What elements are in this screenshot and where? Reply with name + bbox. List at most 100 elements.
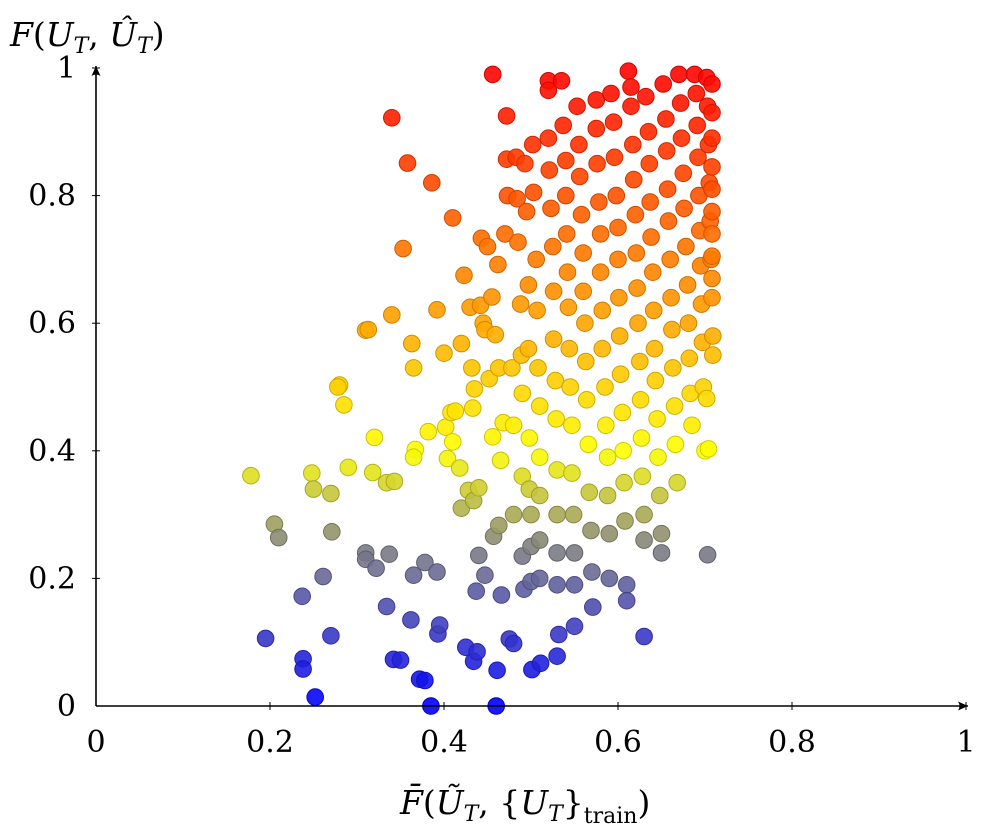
data-point [687,84,706,103]
data-point [455,266,473,285]
data-point [377,597,396,616]
data-point [446,402,465,421]
data-point [677,237,695,256]
x-tick-label: 0.6 [594,725,642,760]
data-point [520,429,539,447]
data-point [626,205,645,224]
y-tick-label: 0.2 [28,561,76,596]
data-point [646,371,665,390]
data-point [416,671,434,690]
data-point [587,91,606,109]
data-point [547,410,566,428]
data-point [496,225,514,243]
data-point [570,135,588,154]
data-point [367,559,385,578]
data-point [615,473,633,492]
data-point [590,193,608,211]
data-point [559,298,578,317]
data-point [703,129,721,147]
data-point [658,180,677,198]
x-tick-label: 0 [86,725,105,760]
data-point [436,418,455,437]
data-point [602,84,620,103]
data-point [554,116,573,135]
data-point [703,288,721,307]
data-point [550,625,568,644]
data-point [622,97,640,116]
data-point [523,135,542,154]
data-point [703,269,721,288]
x-tick-label: 0.2 [246,725,294,760]
data-point [529,359,547,377]
data-point [622,78,640,96]
data-point [486,325,505,344]
data-point [540,161,559,179]
data-point [661,250,680,269]
data-point [335,396,353,414]
data-point [256,629,275,648]
data-point [703,247,721,266]
data-point [580,483,599,502]
data-point [617,576,636,594]
y-tick-label: 0.4 [28,434,76,469]
data-point [663,320,681,339]
data-point [558,263,577,282]
data-point [679,314,698,333]
data-point [314,567,332,586]
data-point [645,339,664,358]
data-point [508,190,526,208]
data-point [490,516,508,535]
data-point [563,464,581,482]
data-point [674,164,693,183]
data-point [651,486,669,505]
data-point [572,205,591,224]
data-point [631,391,650,409]
data-point [672,129,691,147]
data-point [294,660,312,678]
data-point [600,524,619,543]
data-point [470,546,488,565]
data-point [303,464,321,482]
data-point [703,225,721,243]
data-point [624,135,642,154]
data-point [619,62,638,80]
data-point [577,352,595,371]
data-point [530,397,549,415]
data-point [652,544,671,562]
data-point [548,544,566,562]
data-point [598,448,617,467]
data-point [683,416,701,435]
data-point [304,480,323,498]
data-point [557,225,576,243]
data-point [542,199,560,218]
data-point [565,617,584,636]
data-point [522,505,540,524]
data-point [509,233,527,251]
data-point [657,110,675,128]
data-point [664,359,682,377]
data-point [670,65,688,84]
data-point [560,339,579,358]
data-point [644,263,662,282]
data-point [391,651,410,669]
data-point [609,250,627,269]
data-point [468,643,486,661]
data-point [544,282,563,301]
data-point [402,611,420,629]
data-point [616,512,634,530]
data-point [398,154,417,172]
data-point [648,410,666,428]
data-point [404,359,423,377]
data-point [659,212,678,230]
data-point [504,416,523,435]
data-point [359,320,378,339]
data-point [323,523,341,541]
data-point [452,334,471,353]
data-point [628,279,646,297]
data-point [438,449,457,468]
data-point [419,422,438,441]
data-point [383,109,401,127]
data-point [570,167,589,186]
data-point [404,448,423,467]
data-point [467,582,486,601]
